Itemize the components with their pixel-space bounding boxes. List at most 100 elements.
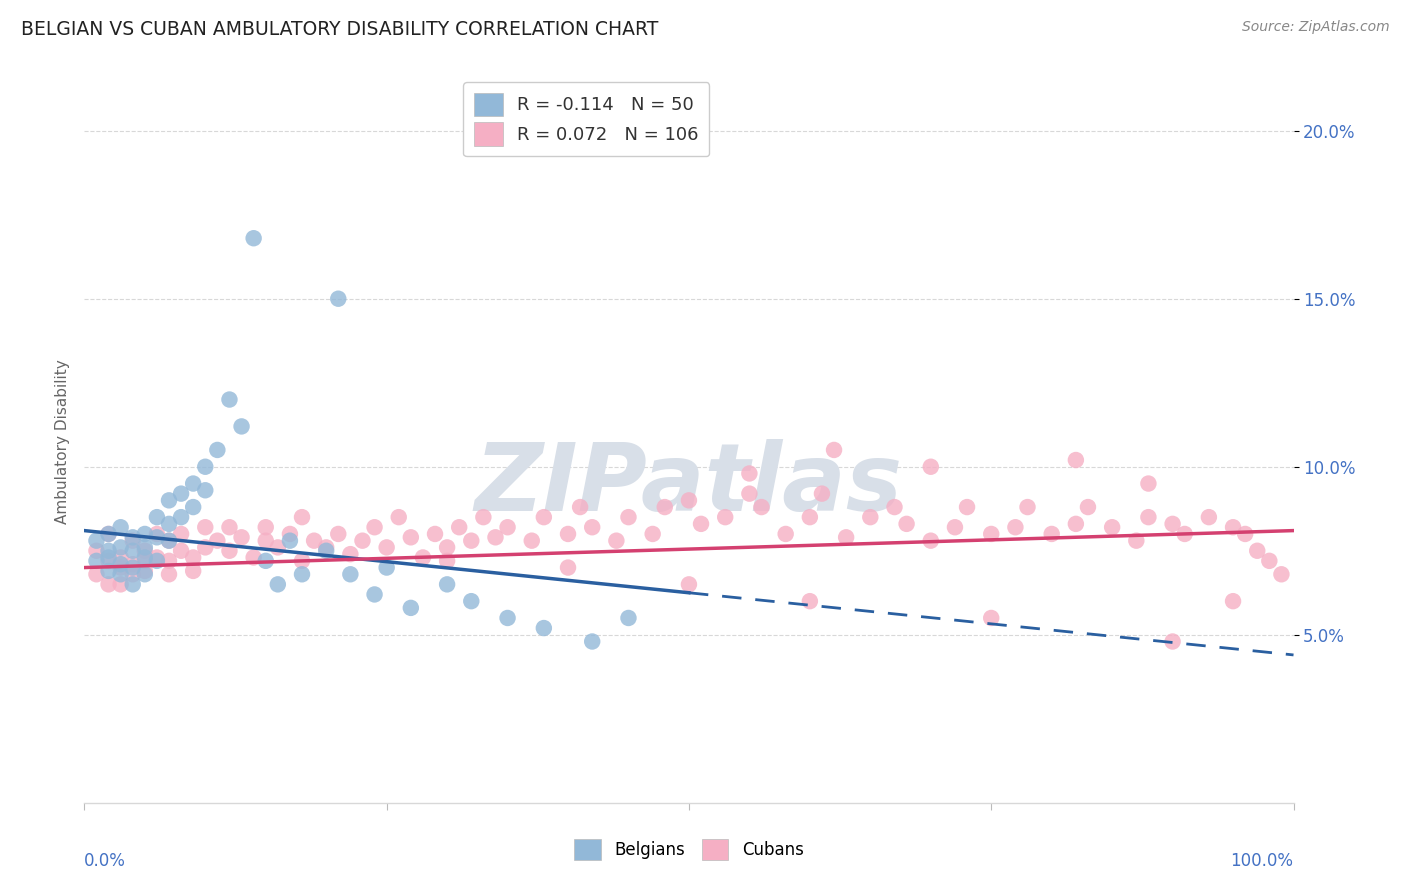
Point [449, 520, 471, 534]
Point [605, 533, 627, 548]
Point [980, 527, 1002, 541]
Point [714, 510, 737, 524]
Point [121, 577, 143, 591]
Point [436, 577, 458, 591]
Point [157, 493, 180, 508]
Point [157, 567, 180, 582]
Point [134, 543, 156, 558]
Point [267, 577, 290, 591]
Point [956, 500, 979, 514]
Point [134, 550, 156, 565]
Point [678, 493, 700, 508]
Point [1077, 500, 1099, 514]
Point [835, 530, 858, 544]
Point [134, 564, 156, 578]
Point [328, 527, 350, 541]
Point [86, 567, 108, 582]
Point [134, 567, 156, 582]
Point [291, 510, 314, 524]
Point [399, 600, 422, 615]
Point [146, 550, 169, 565]
Text: 100.0%: 100.0% [1230, 852, 1294, 870]
Point [1198, 510, 1220, 524]
Point [86, 533, 108, 548]
Point [315, 543, 337, 558]
Point [1125, 533, 1147, 548]
Point [375, 541, 398, 555]
Point [181, 564, 204, 578]
Point [97, 550, 120, 565]
Point [231, 419, 253, 434]
Point [110, 558, 132, 572]
Point [412, 550, 434, 565]
Point [97, 577, 120, 591]
Point [496, 611, 519, 625]
Point [254, 533, 277, 548]
Point [811, 486, 834, 500]
Point [110, 577, 132, 591]
Point [97, 527, 120, 541]
Point [1040, 527, 1063, 541]
Point [799, 594, 821, 608]
Point [170, 486, 193, 500]
Point [1137, 476, 1160, 491]
Point [557, 560, 579, 574]
Point [460, 533, 482, 548]
Point [1222, 520, 1244, 534]
Point [581, 634, 603, 648]
Point [1246, 543, 1268, 558]
Point [436, 541, 458, 555]
Point [315, 541, 337, 555]
Point [799, 510, 821, 524]
Point [328, 292, 350, 306]
Point [121, 567, 143, 582]
Y-axis label: Ambulatory Disability: Ambulatory Disability [55, 359, 70, 524]
Text: Source: ZipAtlas.com: Source: ZipAtlas.com [1241, 20, 1389, 34]
Point [157, 533, 180, 548]
Point [278, 527, 301, 541]
Point [533, 510, 555, 524]
Point [1017, 500, 1039, 514]
Point [254, 554, 277, 568]
Point [291, 567, 314, 582]
Point [678, 577, 700, 591]
Text: BELGIAN VS CUBAN AMBULATORY DISABILITY CORRELATION CHART: BELGIAN VS CUBAN AMBULATORY DISABILITY C… [21, 20, 658, 38]
Point [207, 442, 229, 457]
Point [339, 547, 361, 561]
Point [110, 560, 132, 574]
Point [157, 554, 180, 568]
Point [97, 554, 120, 568]
Point [121, 530, 143, 544]
Point [291, 554, 314, 568]
Point [1222, 594, 1244, 608]
Point [121, 558, 143, 572]
Point [617, 611, 640, 625]
Point [181, 500, 204, 514]
Text: ZIPatlas: ZIPatlas [475, 439, 903, 531]
Point [388, 510, 411, 524]
Point [1004, 520, 1026, 534]
Point [460, 594, 482, 608]
Point [242, 550, 264, 565]
Point [146, 510, 169, 524]
Point [157, 533, 180, 548]
Point [751, 500, 773, 514]
Point [157, 516, 180, 531]
Point [775, 527, 797, 541]
Point [194, 541, 217, 555]
Point [654, 500, 676, 514]
Point [617, 510, 640, 524]
Point [207, 533, 229, 548]
Point [254, 520, 277, 534]
Point [267, 541, 290, 555]
Point [194, 520, 217, 534]
Point [920, 533, 942, 548]
Point [641, 527, 664, 541]
Point [896, 516, 918, 531]
Point [134, 554, 156, 568]
Point [690, 516, 713, 531]
Point [472, 510, 495, 524]
Point [1270, 567, 1292, 582]
Point [97, 527, 120, 541]
Point [920, 459, 942, 474]
